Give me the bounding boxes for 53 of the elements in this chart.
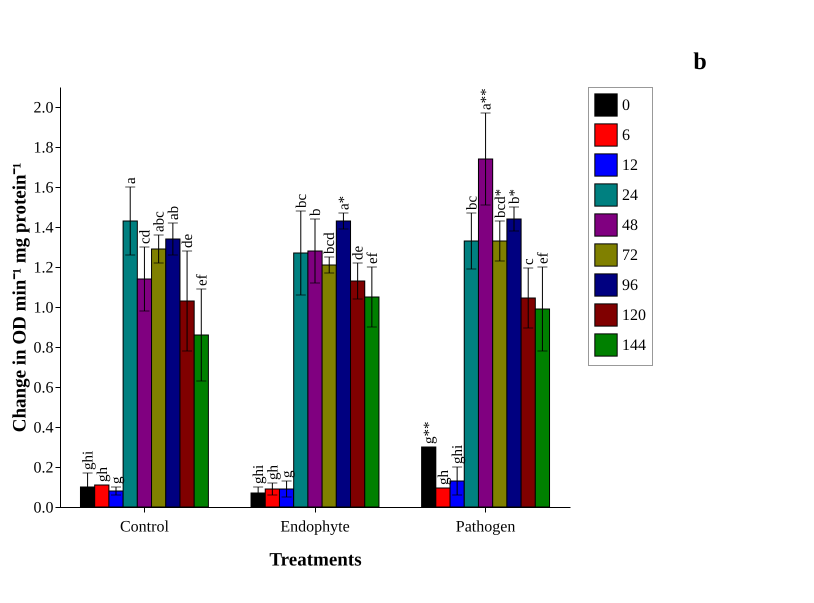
legend-label: 72: [622, 247, 638, 264]
annotation: g**: [422, 422, 438, 444]
y-tick-label: 2.0: [34, 100, 54, 116]
y-tick-label: 0.0: [34, 500, 54, 516]
x-axis-title: Treatments: [269, 550, 362, 570]
y-tick-label: 0.8: [34, 340, 54, 356]
x-tick-label: Control: [120, 518, 170, 536]
annotation: cd: [137, 229, 154, 244]
y-tick-label: 0.2: [34, 460, 54, 476]
legend-label: 24: [622, 187, 638, 204]
y-tick-label: 1.6: [34, 180, 54, 196]
y-tick-label: 0.4: [34, 420, 54, 436]
legend-label: 120: [622, 307, 646, 324]
y-tick-label: 1.4: [34, 220, 54, 236]
annotation: ef: [194, 274, 210, 286]
annotation: de: [180, 234, 196, 248]
annotation: g: [109, 476, 126, 484]
annotation: g: [280, 470, 296, 478]
annotation: abc: [152, 210, 168, 232]
legend-label: 6: [622, 127, 630, 144]
annotation: a*: [336, 196, 352, 210]
annotation: ef: [535, 252, 552, 264]
annotation: a: [123, 177, 140, 184]
legend-label: 12: [622, 157, 638, 174]
y-tick-label: 0.6: [34, 380, 54, 396]
annotation: bcd: [322, 232, 338, 254]
annotation: a**: [478, 88, 495, 110]
annotation: c: [521, 258, 538, 265]
annotation: ghi: [251, 464, 268, 484]
annotation: b: [308, 208, 324, 216]
annotation: gh: [436, 470, 452, 485]
y-tick-label: 1.0: [34, 300, 54, 316]
y-tick-label: 1.8: [34, 140, 54, 156]
annotation: bc: [464, 196, 480, 210]
annotation: gh: [94, 466, 111, 482]
x-tick-label: Pathogen: [456, 518, 516, 536]
annotation: ab: [166, 206, 182, 220]
legend-label: 144: [622, 337, 646, 354]
legend-label: 48: [622, 217, 638, 234]
text: b: [693, 49, 707, 75]
annotation: b*: [506, 189, 523, 204]
annotation: gh: [265, 464, 282, 480]
legend-label: 96: [622, 277, 638, 294]
x-tick-label: Endophyte: [280, 518, 350, 536]
annotation: ef: [364, 252, 381, 264]
annotation: bcd*: [492, 188, 509, 218]
annotation: ghi: [80, 450, 97, 470]
annotation: bc: [294, 194, 310, 208]
annotation: ghi: [450, 444, 466, 464]
y-tick-label: 1.2: [34, 260, 54, 276]
y-axis-title: Change in OD min⁻¹ mg protein⁻¹: [10, 162, 30, 432]
legend-label: 0: [622, 97, 630, 114]
annotation: de: [350, 246, 367, 260]
